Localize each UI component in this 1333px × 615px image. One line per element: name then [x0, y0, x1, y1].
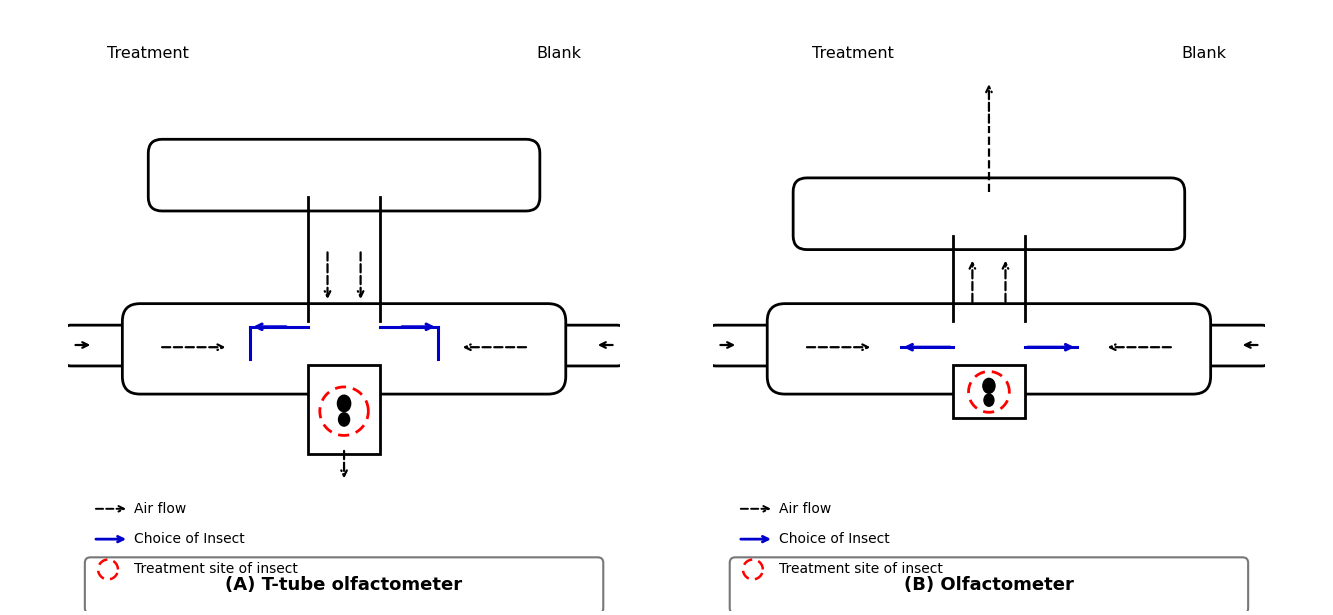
FancyBboxPatch shape	[148, 139, 540, 211]
FancyBboxPatch shape	[85, 557, 604, 614]
FancyBboxPatch shape	[1168, 325, 1270, 366]
Text: Treatment site of insect: Treatment site of insect	[780, 563, 944, 576]
Text: Choice of Insect: Choice of Insect	[135, 532, 245, 546]
Ellipse shape	[339, 413, 349, 426]
Text: Treatment: Treatment	[107, 46, 189, 62]
FancyBboxPatch shape	[123, 304, 565, 394]
Text: (A) T-tube olfactometer: (A) T-tube olfactometer	[225, 576, 463, 595]
Ellipse shape	[982, 378, 994, 393]
FancyBboxPatch shape	[706, 325, 810, 366]
FancyBboxPatch shape	[523, 325, 627, 366]
Text: Choice of Insect: Choice of Insect	[780, 532, 890, 546]
Text: Air flow: Air flow	[780, 502, 832, 516]
FancyBboxPatch shape	[63, 325, 165, 366]
Text: Blank: Blank	[1181, 46, 1226, 62]
FancyBboxPatch shape	[768, 304, 1210, 394]
Text: Blank: Blank	[536, 46, 581, 62]
FancyBboxPatch shape	[729, 557, 1248, 614]
Polygon shape	[308, 365, 380, 454]
FancyBboxPatch shape	[793, 178, 1185, 250]
Text: (B) Olfactometer: (B) Olfactometer	[904, 576, 1074, 595]
Polygon shape	[953, 365, 1025, 418]
Text: Air flow: Air flow	[135, 502, 187, 516]
Text: Treatment site of insect: Treatment site of insect	[135, 563, 299, 576]
Text: Treatment: Treatment	[812, 46, 894, 62]
Ellipse shape	[984, 394, 994, 407]
Ellipse shape	[337, 395, 351, 411]
